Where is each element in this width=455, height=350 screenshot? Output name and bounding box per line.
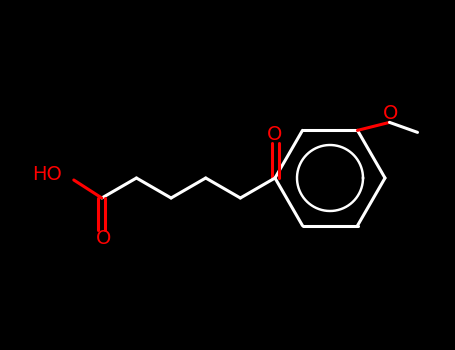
Text: O: O <box>96 230 111 248</box>
Text: HO: HO <box>32 164 62 183</box>
Text: O: O <box>383 104 398 123</box>
Text: O: O <box>268 125 283 144</box>
